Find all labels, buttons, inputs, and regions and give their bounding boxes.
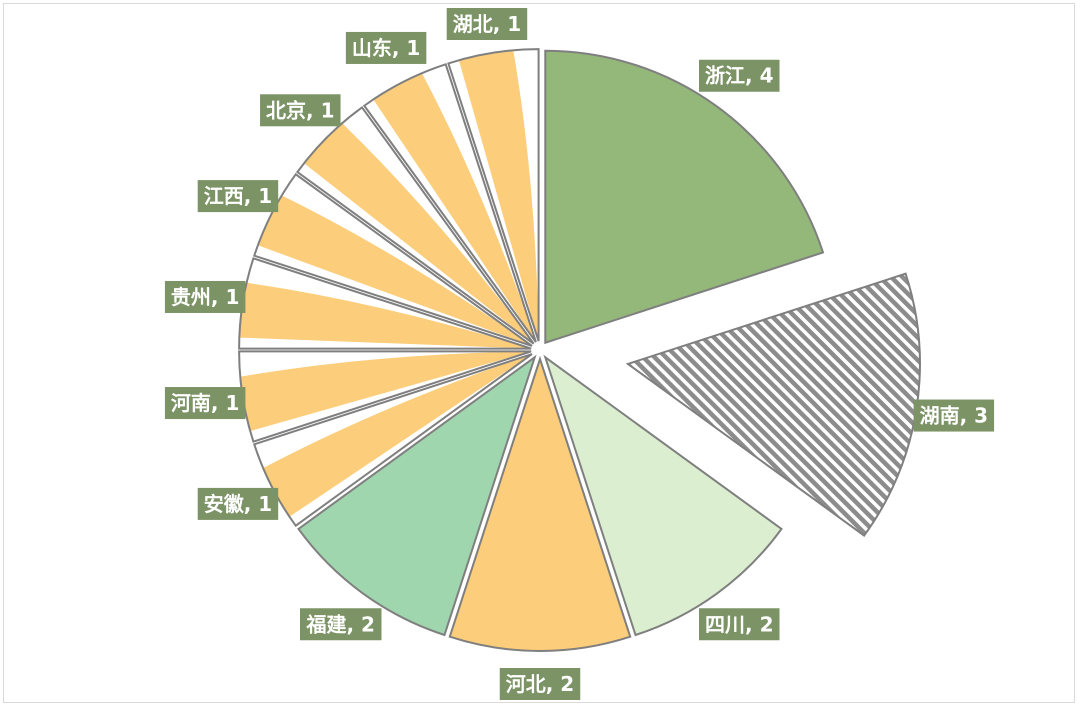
data-label-text: 安徽, 1 <box>204 492 272 516</box>
data-label-box <box>164 280 246 313</box>
pie-slices <box>238 48 921 652</box>
data-labels: 浙江, 4 湖南, 3 四川, 2 河北, 2 福建, 2 安徽, 1 河南, 1 贵州, 1… <box>164 8 995 700</box>
data-label-text: 湖南, 3 <box>920 404 988 428</box>
pie-slice-fill <box>457 49 539 342</box>
pie-slice[interactable] <box>297 354 537 637</box>
data-label-box <box>446 8 528 40</box>
pie-slice-fill <box>259 354 532 519</box>
data-label: 浙江, 4 <box>699 59 780 92</box>
pie-slice[interactable] <box>362 63 537 343</box>
data-label-text: 北京, 1 <box>266 98 334 122</box>
data-label-box <box>913 399 995 432</box>
data-label: 江西, 1 <box>197 180 279 213</box>
pie-slice[interactable] <box>448 355 632 652</box>
data-label-text: 湖北, 1 <box>453 12 521 36</box>
pie-slice-fill <box>239 351 532 433</box>
data-label-text: 贵州, 1 <box>171 285 239 309</box>
data-label-text: 浙江, 4 <box>705 64 773 88</box>
data-label-box <box>197 180 279 213</box>
pie-slice[interactable] <box>253 172 533 347</box>
pie-slice[interactable] <box>253 353 533 528</box>
data-label: 安徽, 1 <box>197 487 279 520</box>
data-label-box <box>299 608 382 641</box>
pie-slice[interactable] <box>296 106 535 345</box>
pie-slice-fill <box>371 69 536 342</box>
data-label-box <box>164 387 246 420</box>
data-label-box <box>699 59 780 92</box>
data-label-box <box>260 94 341 127</box>
data-label: 贵州, 1 <box>164 280 246 313</box>
data-label: 山东, 1 <box>345 31 427 64</box>
data-label-box <box>699 608 780 641</box>
data-label-text: 四川, 2 <box>705 612 773 636</box>
data-label-text: 河南, 1 <box>171 391 239 415</box>
data-label-box <box>345 31 427 64</box>
pie-slice[interactable] <box>544 49 825 345</box>
data-label-box <box>499 668 581 700</box>
pie-slice-fill <box>239 282 532 349</box>
pie-slice-fill <box>254 193 532 346</box>
pie-slice-fill <box>300 120 534 344</box>
data-label: 福建, 2 <box>299 608 382 641</box>
data-label: 河南, 1 <box>164 387 246 420</box>
data-label-text: 江西, 1 <box>204 184 272 208</box>
data-label-text: 山东, 1 <box>352 36 420 60</box>
pie-slice[interactable] <box>447 48 540 342</box>
data-label: 北京, 1 <box>260 94 341 127</box>
data-label: 四川, 2 <box>699 608 780 641</box>
data-label: 湖北, 1 <box>446 8 528 40</box>
data-label-text: 河北, 2 <box>506 672 574 696</box>
pie-slice[interactable] <box>543 354 783 637</box>
data-label-box <box>197 487 279 520</box>
data-label: 湖南, 3 <box>913 399 995 432</box>
data-label-text: 福建, 2 <box>305 612 374 636</box>
data-label: 河北, 2 <box>499 668 581 700</box>
